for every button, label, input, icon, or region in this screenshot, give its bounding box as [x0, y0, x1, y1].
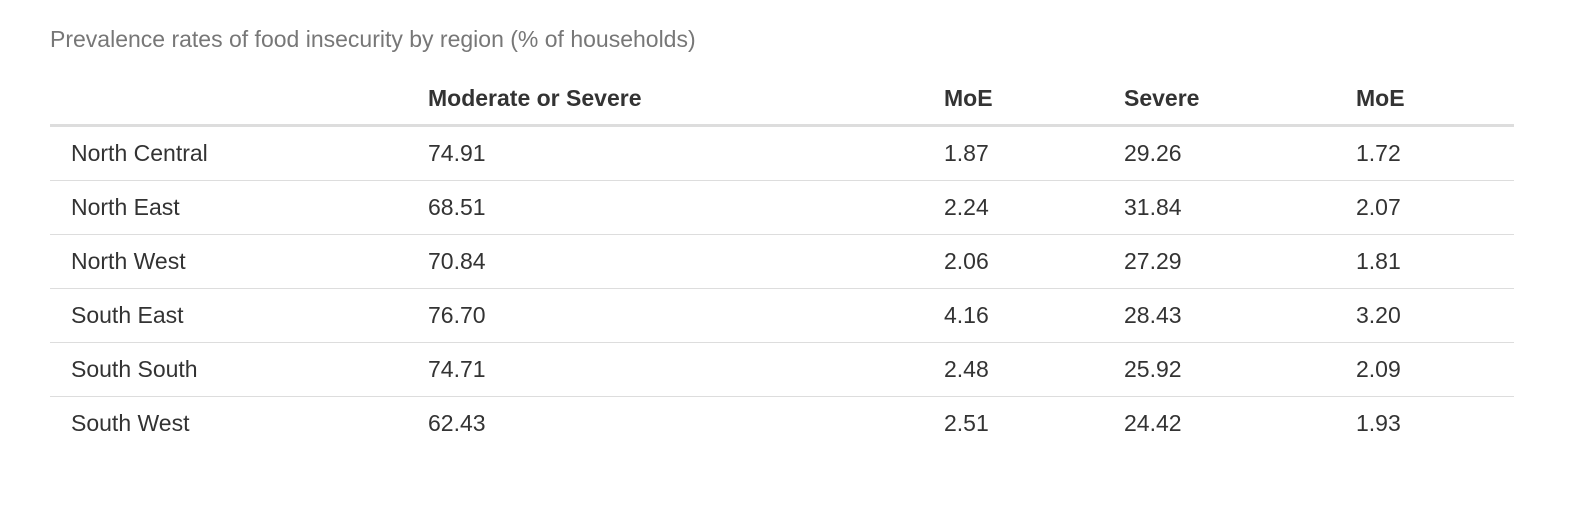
table-row: South East 76.70 4.16 28.43 3.20: [50, 288, 1514, 343]
moderate-or-severe-cell: 76.70: [428, 288, 944, 343]
table-caption: Prevalence rates of food insecurity by r…: [50, 26, 696, 52]
moe-moderate-cell: 1.87: [944, 125, 1124, 181]
severe-cell: 24.42: [1124, 410, 1182, 436]
severe-cell: 29.26: [1124, 125, 1356, 181]
moe-severe-cell: 1.93: [1356, 410, 1401, 436]
moe-moderate-cell: 2.48: [944, 342, 1124, 397]
moderate-or-severe-cell: 74.71: [428, 342, 944, 397]
moderate-or-severe-cell: 62.43: [428, 410, 486, 436]
moe-severe-cell: 2.07: [1356, 180, 1514, 235]
moe-moderate-cell: 4.16: [944, 288, 1124, 343]
column-header-moderate-or-severe: Moderate or Severe: [428, 72, 944, 127]
region-cell: North Central: [50, 125, 428, 181]
moderate-or-severe-cell: 70.84: [428, 234, 944, 289]
region-cell: South South: [50, 342, 428, 397]
moderate-or-severe-cell: 74.91: [428, 125, 944, 181]
region-cell: North West: [50, 234, 428, 289]
region-cell: South West: [71, 410, 190, 436]
severe-cell: 25.92: [1124, 342, 1356, 397]
column-header-region: [50, 72, 428, 127]
moe-severe-cell: 2.09: [1356, 342, 1514, 397]
table-row: North East 68.51 2.24 31.84 2.07: [50, 180, 1514, 235]
moe-severe-cell: 3.20: [1356, 288, 1514, 343]
table-row: North West 70.84 2.06 27.29 1.81: [50, 234, 1514, 289]
region-cell: South East: [50, 288, 428, 343]
table-row: South West 62.43 2.51 24.42 1.93: [50, 397, 1514, 451]
moderate-or-severe-cell: 68.51: [428, 180, 944, 235]
severe-cell: 27.29: [1124, 234, 1356, 289]
food-insecurity-table: Moderate or Severe MoE Severe MoE North …: [50, 72, 1514, 450]
column-header-moe-severe: MoE: [1356, 72, 1514, 127]
table-row: North Central 74.91 1.87 29.26 1.72: [50, 125, 1514, 181]
column-header-severe: Severe: [1124, 72, 1356, 127]
table-row: South South 74.71 2.48 25.92 2.09: [50, 342, 1514, 397]
moe-moderate-cell: 2.51: [944, 410, 989, 436]
column-header-moe-moderate: MoE: [944, 72, 1124, 127]
moe-moderate-cell: 2.24: [944, 180, 1124, 235]
severe-cell: 28.43: [1124, 288, 1356, 343]
header-row: Moderate or Severe MoE Severe MoE: [50, 72, 1514, 127]
severe-cell: 31.84: [1124, 180, 1356, 235]
moe-moderate-cell: 2.06: [944, 234, 1124, 289]
moe-severe-cell: 1.81: [1356, 234, 1514, 289]
moe-severe-cell: 1.72: [1356, 125, 1514, 181]
region-cell: North East: [50, 180, 428, 235]
